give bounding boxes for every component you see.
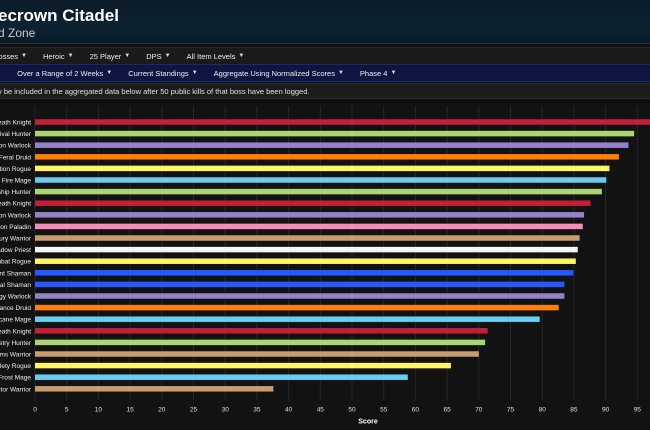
category-label: ntal Shaman (0, 282, 31, 289)
category-label: ship Hunter (0, 189, 32, 196)
x-tick-label: 20 (158, 406, 166, 413)
category-label: fury Warrior (0, 236, 32, 243)
filter-bar-secondary: n▼ Over a Range of 2 Weeks▼ Current Stan… (0, 64, 650, 82)
x-tick-label: 65 (443, 406, 451, 413)
chevron-down-icon: ▼ (390, 70, 397, 76)
category-label: ation Rogue (0, 166, 31, 173)
item-level-filter-dropdown[interactable]: All Item Levels ▼ (186, 51, 245, 61)
chart-bar (35, 328, 488, 334)
chart-bar (35, 293, 565, 299)
category-label: Feral Druid (0, 154, 31, 161)
x-tick-label: 15 (126, 406, 134, 413)
chart-bar (35, 339, 486, 346)
category-label: ogy Warlock (0, 294, 32, 301)
phase-filter-dropdown[interactable]: Phase 4 ▼ (359, 68, 397, 78)
x-tick-label: 45 (317, 406, 325, 413)
category-label: rms Warrior (0, 352, 32, 359)
boss-filter-dropdown[interactable]: ll Bosses▼ (0, 51, 27, 61)
x-tick-label: 75 (507, 406, 515, 413)
chevron-down-icon: ▼ (337, 70, 344, 76)
chart-bar (35, 386, 274, 392)
category-label: tion Paladin (0, 224, 31, 231)
x-tick-label: 60 (412, 406, 420, 413)
chevron-down-icon: ▼ (106, 70, 113, 76)
chevron-down-icon: ▼ (21, 53, 27, 59)
chevron-down-icon: ▼ (238, 53, 245, 59)
x-tick-label: 85 (570, 406, 578, 413)
notice-text: y be included in the aggregated data bel… (0, 87, 310, 96)
x-tick-label: 70 (475, 406, 483, 413)
chart-bar (35, 246, 578, 253)
chart-bar (35, 200, 591, 206)
category-label: eath Knight (0, 201, 31, 208)
chart-bar (35, 258, 576, 264)
category-label: Frost Mage (0, 375, 31, 382)
difficulty-filter-dropdown[interactable]: Heroic ▼ (42, 51, 74, 61)
chart-bar (35, 223, 583, 230)
chart-bar (35, 188, 602, 195)
chart-bar (35, 130, 635, 137)
chart-bar (35, 165, 610, 172)
info-notice: y be included in the aggregated data bel… (0, 83, 650, 99)
score-chart-panel: eath Knight rvival Hunter ion Warlock Feral… (0, 104, 650, 430)
chart-bar (35, 119, 650, 125)
chart-bar (35, 235, 580, 241)
category-label: eath Knight (0, 120, 31, 127)
aggregate-filter-dropdown[interactable]: Aggregate Using Normalized Scores ▼ (213, 68, 344, 78)
score-bar-chart: eath Knight rvival Hunter ion Warlock Feral… (0, 106, 650, 425)
x-tick-label: 0 (33, 406, 37, 413)
chart-bar (35, 362, 451, 369)
chart-bar (35, 351, 479, 357)
chart-bar (35, 142, 629, 148)
chevron-down-icon: ▼ (124, 53, 131, 59)
category-label: eath Knight (0, 328, 31, 335)
page-subtitle: d Zone (0, 26, 36, 40)
chevron-down-icon: ▼ (191, 70, 198, 76)
raid-size-filter-dropdown[interactable]: 25 Player ▼ (89, 51, 131, 61)
x-tick-label: 40 (285, 406, 293, 413)
chart-bar (35, 270, 574, 276)
category-label: lance Druid (0, 305, 31, 312)
chart-bar (35, 374, 408, 380)
category-label: ent Shaman (0, 270, 31, 277)
region-filter-dropdown[interactable]: n▼ (0, 65, 9, 81)
category-label: mbat Rogue (0, 259, 31, 266)
chart-bar (35, 154, 619, 160)
x-tick-label: 5 (65, 406, 69, 413)
x-tick-label: 55 (380, 406, 388, 413)
x-tick-label: 35 (253, 406, 261, 413)
category-label: ctor Warrior (0, 386, 32, 393)
category-label: tlety Rogue (0, 363, 31, 370)
x-tick-label: 80 (539, 406, 547, 413)
category-label: rvival Hunter (0, 131, 32, 138)
chart-bar (35, 316, 540, 322)
filter-bar-primary: ll Bosses▼ Heroic▼ 25 Player▼ DPS▼ All I… (0, 47, 650, 65)
category-label: rcane Mage (0, 317, 31, 324)
chevron-down-icon: ▼ (0, 70, 1, 76)
chevron-down-icon: ▼ (164, 53, 171, 59)
x-tick-label: 30 (222, 406, 230, 413)
category-label: Fire Mage (2, 178, 32, 185)
chart-bar (35, 212, 585, 218)
x-tick-label: 10 (95, 406, 103, 413)
category-label: ion Warlock (0, 143, 32, 150)
category-label: adow Priest (0, 247, 31, 254)
x-tick-label: 95 (634, 406, 642, 413)
page-header: ecrown Citadel d Zone (0, 0, 650, 44)
x-tick-label: 50 (348, 406, 356, 413)
page-title: ecrown Citadel (0, 6, 119, 25)
x-tick-label: 90 (602, 406, 610, 413)
time-range-filter-dropdown[interactable]: Over a Range of 2 Weeks ▼ (17, 68, 113, 78)
chart-bar (35, 281, 565, 288)
chart-bar (35, 177, 607, 183)
standings-filter-dropdown[interactable]: Current Standings ▼ (128, 68, 198, 78)
chevron-down-icon: ▼ (67, 53, 74, 59)
category-label: ion Warlock (0, 212, 32, 219)
metric-filter-dropdown[interactable]: DPS ▼ (146, 51, 171, 61)
category-label: ketry Hunter (0, 340, 32, 347)
chart-bar (35, 304, 559, 311)
x-axis-title: Score (358, 418, 378, 425)
x-tick-label: 25 (190, 406, 198, 413)
